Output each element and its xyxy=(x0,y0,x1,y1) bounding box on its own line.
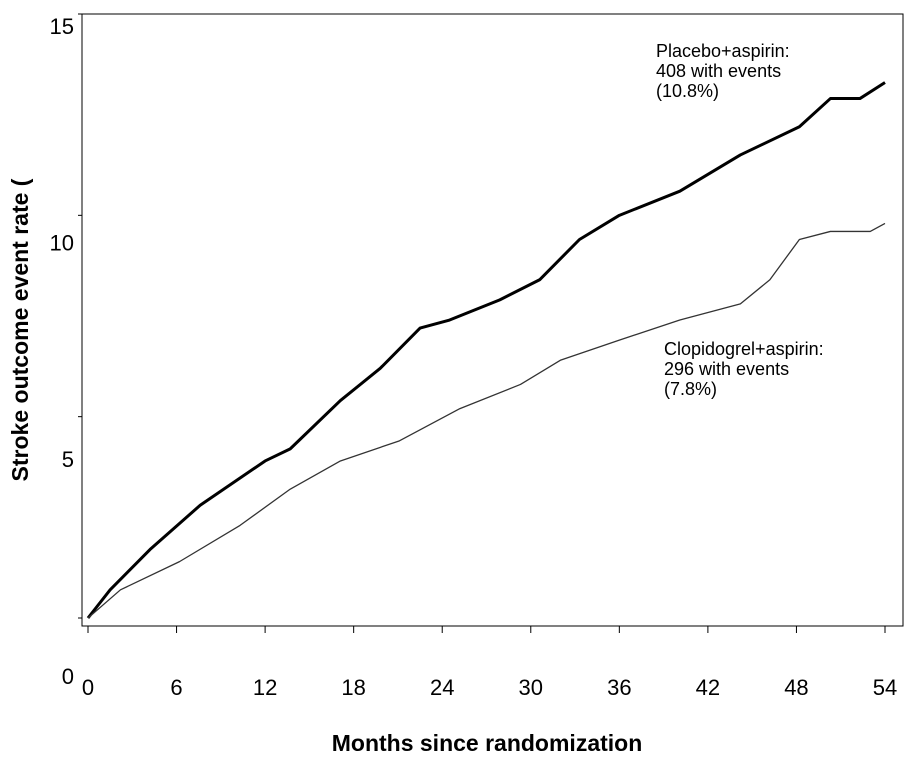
x-tick-label: 30 xyxy=(519,675,543,700)
y-tick-label: 15 xyxy=(50,14,74,39)
plot-frame xyxy=(81,13,904,627)
y-tick-label: 0 xyxy=(62,664,74,689)
series-line xyxy=(86,81,886,619)
x-tick-label: 36 xyxy=(607,675,631,700)
legend-label: Clopidogrel+aspirin: xyxy=(664,339,824,359)
annotation: (10.8%) xyxy=(656,81,719,101)
x-tick-label: 0 xyxy=(82,675,94,700)
y-axis-title: Stroke outcome event rate ( xyxy=(7,178,33,481)
annotation: (7.8%) xyxy=(664,379,717,399)
x-tick-label: 12 xyxy=(253,675,277,700)
annotation: 296 with events xyxy=(664,359,789,379)
x-tick-label: 24 xyxy=(430,675,454,700)
y-tick-label: 5 xyxy=(62,447,74,472)
x-tick-label: 54 xyxy=(873,675,897,700)
x-tick-label: 42 xyxy=(696,675,720,700)
x-axis-title: Months since randomization xyxy=(332,730,643,756)
series-line xyxy=(87,222,886,619)
x-tick-label: 48 xyxy=(784,675,808,700)
x-tick-label: 18 xyxy=(341,675,365,700)
y-tick-label: 10 xyxy=(50,230,74,255)
x-tick-label: 6 xyxy=(170,675,182,700)
annotation: 408 with events xyxy=(656,61,781,81)
legend-label: Placebo+aspirin: xyxy=(656,41,790,61)
